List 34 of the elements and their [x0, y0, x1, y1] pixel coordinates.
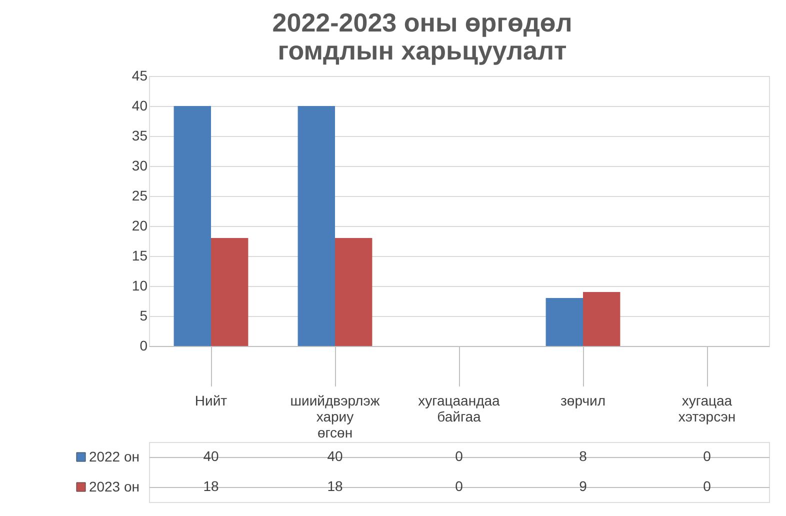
data-label: 0 [703, 448, 712, 464]
bar [335, 238, 372, 346]
x-tick-label: хугацаа хэтэрсэн [678, 392, 736, 424]
bar [583, 292, 620, 346]
data-label: 0 [703, 478, 712, 494]
y-tick-label: 0 [140, 338, 148, 354]
x-tick-label: Нийт [194, 392, 228, 408]
legend-label: 2022 он [88, 448, 140, 464]
y-tick-label: 15 [132, 248, 148, 264]
y-tick-label: 5 [140, 308, 148, 324]
y-tick-label: 45 [132, 68, 148, 84]
y-tick-label: 20 [132, 218, 148, 234]
bar [174, 106, 211, 346]
bar [298, 106, 335, 346]
y-tick-label: 30 [132, 158, 148, 174]
data-label: 8 [579, 448, 588, 464]
bar [546, 298, 583, 346]
data-label: 40 [327, 448, 343, 464]
y-tick-label: 35 [132, 128, 148, 144]
bar [211, 238, 248, 346]
data-label: 40 [203, 448, 219, 464]
data-label: 18 [327, 478, 343, 494]
x-tick-label: зөрчил [560, 392, 606, 408]
data-label: 9 [579, 478, 588, 494]
chart-title: 2022-2023 оны өргөдөл гомдлын харьцуулалт [272, 8, 572, 66]
data-label: 18 [203, 478, 219, 494]
legend-label: 2023 он [88, 478, 140, 494]
data-label: 0 [455, 478, 464, 494]
y-tick-label: 25 [132, 188, 148, 204]
y-tick-label: 40 [132, 98, 148, 114]
data-label: 0 [455, 448, 464, 464]
y-tick-label: 10 [132, 278, 148, 294]
x-tick-label: шиийдвэрлэж хариу өгсөн [290, 392, 380, 440]
x-tick-label: хугацаандаа байгаа [418, 392, 500, 424]
